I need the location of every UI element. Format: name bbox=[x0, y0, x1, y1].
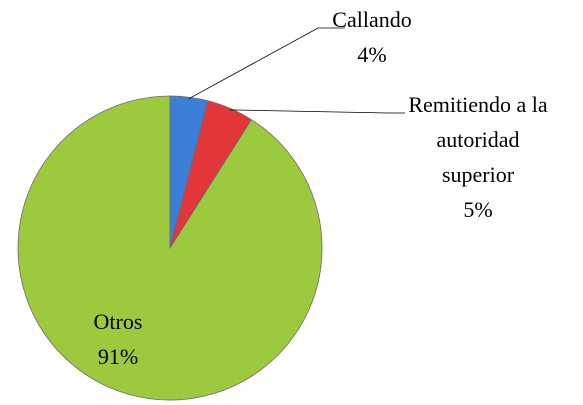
value-label: 4% bbox=[357, 42, 386, 67]
slice-label: Callando bbox=[332, 7, 411, 32]
value-label: 5% bbox=[463, 197, 492, 222]
leader-line bbox=[188, 27, 345, 100]
leader-line bbox=[229, 109, 405, 114]
value-label: 91% bbox=[98, 344, 138, 369]
pie-slice bbox=[17, 95, 323, 401]
slice-label: Remitiendo a la autoridad superior bbox=[408, 92, 548, 187]
slice-label: Otros bbox=[94, 309, 143, 334]
